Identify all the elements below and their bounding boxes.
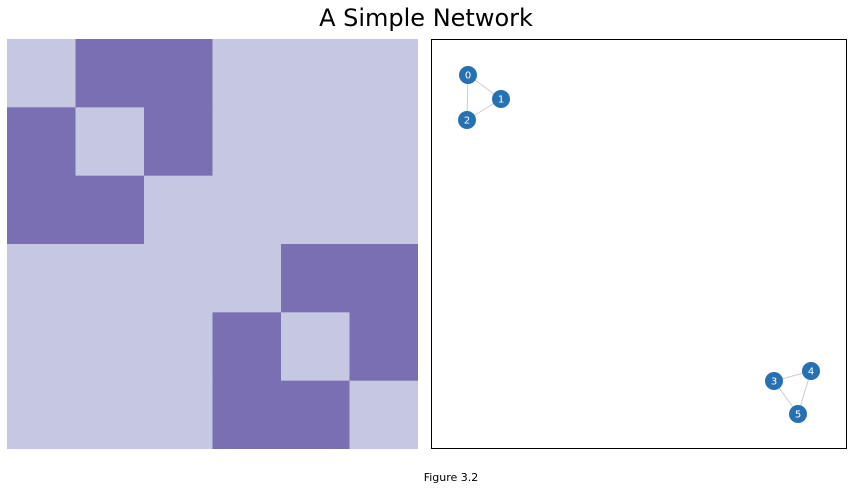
node-0: 0	[459, 66, 477, 84]
heatmap-cell-0-2	[144, 39, 213, 108]
heatmap-cell-5-3	[212, 380, 282, 449]
heatmap-cell-1-1	[75, 107, 145, 177]
heatmap-cell-2-2	[144, 175, 213, 245]
heatmap-cell-1-2	[144, 107, 213, 177]
heatmap-cell-5-4	[281, 380, 350, 449]
heatmap-cell-2-4	[281, 175, 350, 245]
heatmap-cell-3-3	[212, 244, 282, 313]
heatmap-cell-4-2	[144, 312, 213, 382]
node-circle-2	[458, 111, 476, 129]
heatmap-cell-3-4	[281, 244, 350, 313]
node-label-5: 5	[795, 410, 801, 421]
heatmap-cell-5-1	[75, 380, 145, 449]
heatmap-cell-1-3	[212, 107, 282, 177]
network-panel: 0 1 2 3 4 5	[431, 39, 847, 449]
heatmap-cell-0-3	[212, 39, 282, 108]
heatmap-cell-4-5	[349, 312, 418, 382]
heatmap-cell-4-1	[75, 312, 145, 382]
heatmap-cell-4-3	[212, 312, 282, 382]
node-circle-5	[789, 405, 807, 423]
node-circle-4	[802, 362, 820, 380]
heatmap-cell-2-3	[212, 175, 282, 245]
heatmap-cell-0-5	[349, 39, 418, 108]
heatmap-cell-0-0	[7, 39, 76, 108]
heatmap-cell-4-0	[7, 312, 76, 382]
heatmap-cell-3-1	[75, 244, 145, 313]
heatmap-cell-4-4	[281, 312, 350, 382]
heatmap-cell-2-1	[75, 175, 145, 245]
node-label-1: 1	[498, 95, 504, 106]
node-circle-3	[765, 372, 783, 390]
node-label-2: 2	[464, 116, 470, 127]
heatmap-cell-5-5	[349, 380, 418, 449]
heatmap-cell-0-1	[75, 39, 145, 108]
node-1: 1	[492, 90, 510, 108]
adjacency-heatmap	[7, 39, 418, 449]
network-graph: 0 1 2 3 4 5	[458, 66, 820, 423]
figure-caption: Figure 3.2	[423, 471, 479, 484]
node-circle-1	[492, 90, 510, 108]
heatmap-cell-2-5	[349, 175, 418, 245]
node-5: 5	[789, 405, 807, 423]
node-2: 2	[458, 111, 476, 129]
node-3: 3	[765, 372, 783, 390]
heatmap-cell-0-4	[281, 39, 350, 108]
heatmap-cell-1-0	[7, 107, 76, 177]
node-4: 4	[802, 362, 820, 380]
node-circle-0	[459, 66, 477, 84]
heatmap-cell-1-4	[281, 107, 350, 177]
heatmap-cell-3-2	[144, 244, 213, 313]
heatmap-cell-3-5	[349, 244, 418, 313]
node-label-4: 4	[808, 367, 814, 378]
heatmap-cell-1-5	[349, 107, 418, 177]
heatmap-cell-2-0	[7, 175, 76, 245]
node-label-3: 3	[771, 377, 777, 388]
figure-title: A Simple Network	[319, 4, 533, 32]
heatmap-cell-3-0	[7, 244, 76, 313]
heatmap-cell-5-2	[144, 380, 213, 449]
heatmap-cell-5-0	[7, 380, 76, 449]
node-label-0: 0	[465, 71, 471, 82]
edges	[466, 74, 812, 415]
